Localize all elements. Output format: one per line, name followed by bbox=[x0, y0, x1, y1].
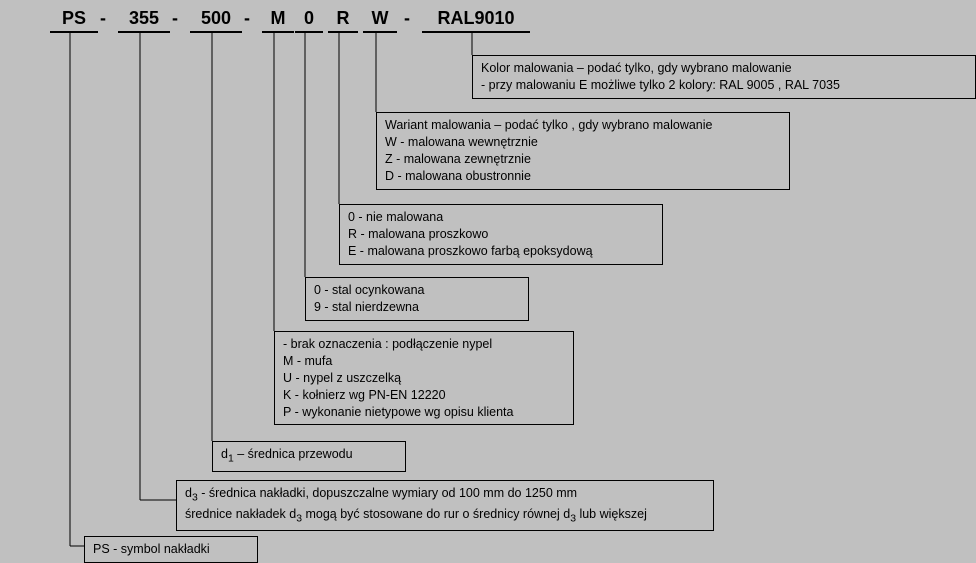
code-dash-3: - bbox=[404, 8, 410, 29]
box_paint-line-0: 0 - nie malowana bbox=[348, 209, 654, 226]
code-segment-n500: 500 bbox=[190, 8, 242, 33]
code-dash-1: - bbox=[172, 8, 178, 29]
box_var-line-2: Z - malowana zewnętrznie bbox=[385, 151, 781, 168]
box_conn-line-0: - brak oznaczenia : podłączenie nypel bbox=[283, 336, 565, 353]
code-dash-0: - bbox=[100, 8, 106, 29]
box_var: Wariant malowania – podać tylko , gdy wy… bbox=[376, 112, 790, 190]
box_conn-line-1: M - mufa bbox=[283, 353, 565, 370]
code-dash-2: - bbox=[244, 8, 250, 29]
box_color: Kolor malowania – podać tylko, gdy wybra… bbox=[472, 55, 976, 99]
box_paint-line-1: R - malowana proszkowo bbox=[348, 226, 654, 243]
code-segment-m: M bbox=[262, 8, 294, 33]
box_d3-line-1: średnice nakładek d3 mogą być stosowane … bbox=[185, 506, 705, 527]
box_ps-line-0: PS - symbol nakładki bbox=[93, 541, 249, 558]
box_d1: d1 – średnica przewodu bbox=[212, 441, 406, 472]
box_conn-line-3: K - kołnierz wg PN-EN 12220 bbox=[283, 387, 565, 404]
box_conn: - brak oznaczenia : podłączenie nypelM -… bbox=[274, 331, 574, 425]
box_mat: 0 - stal ocynkowana9 - stal nierdzewna bbox=[305, 277, 529, 321]
box_ps: PS - symbol nakładki bbox=[84, 536, 258, 563]
box_conn-line-2: U - nypel z uszczelką bbox=[283, 370, 565, 387]
box_var-line-3: D - malowana obustronnie bbox=[385, 168, 781, 185]
box_mat-line-1: 9 - stal nierdzewna bbox=[314, 299, 520, 316]
code-segment-n355: 355 bbox=[118, 8, 170, 33]
code-segment-r: R bbox=[328, 8, 358, 33]
box_d3: d3 - średnica nakładki, dopuszczalne wym… bbox=[176, 480, 714, 531]
box_paint-line-2: E - malowana proszkowo farbą epoksydową bbox=[348, 243, 654, 260]
code-segment-ral: RAL9010 bbox=[422, 8, 530, 33]
box_conn-line-4: P - wykonanie nietypowe wg opisu klienta bbox=[283, 404, 565, 421]
box_color-line-1: - przy malowaniu E możliwe tylko 2 kolor… bbox=[481, 77, 967, 94]
box_var-line-1: W - malowana wewnętrznie bbox=[385, 134, 781, 151]
box_mat-line-0: 0 - stal ocynkowana bbox=[314, 282, 520, 299]
code-segment-zero: 0 bbox=[295, 8, 323, 33]
code-segment-ps: PS bbox=[50, 8, 98, 33]
box_d1-line-0: d1 – średnica przewodu bbox=[221, 446, 397, 467]
box_paint: 0 - nie malowanaR - malowana proszkowoE … bbox=[339, 204, 663, 265]
code-segment-w: W bbox=[363, 8, 397, 33]
box_d3-line-0: d3 - średnica nakładki, dopuszczalne wym… bbox=[185, 485, 705, 506]
box_var-line-0: Wariant malowania – podać tylko , gdy wy… bbox=[385, 117, 781, 134]
box_color-line-0: Kolor malowania – podać tylko, gdy wybra… bbox=[481, 60, 967, 77]
